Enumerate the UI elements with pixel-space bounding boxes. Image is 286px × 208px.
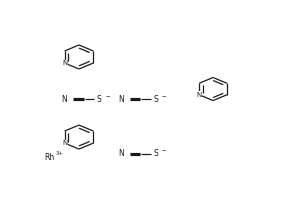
Text: N: N [118,95,124,104]
Text: Rh: Rh [44,153,54,162]
Text: 3+: 3+ [56,151,63,156]
Text: N: N [62,60,67,66]
Text: −: − [162,93,166,98]
Text: N: N [196,92,202,98]
Text: N: N [118,149,124,158]
Text: S: S [97,95,102,104]
Text: −: − [162,147,166,152]
Text: N: N [62,140,67,146]
Text: −: − [105,93,110,98]
Text: S: S [153,149,158,158]
Text: N: N [62,95,67,104]
Text: S: S [153,95,158,104]
